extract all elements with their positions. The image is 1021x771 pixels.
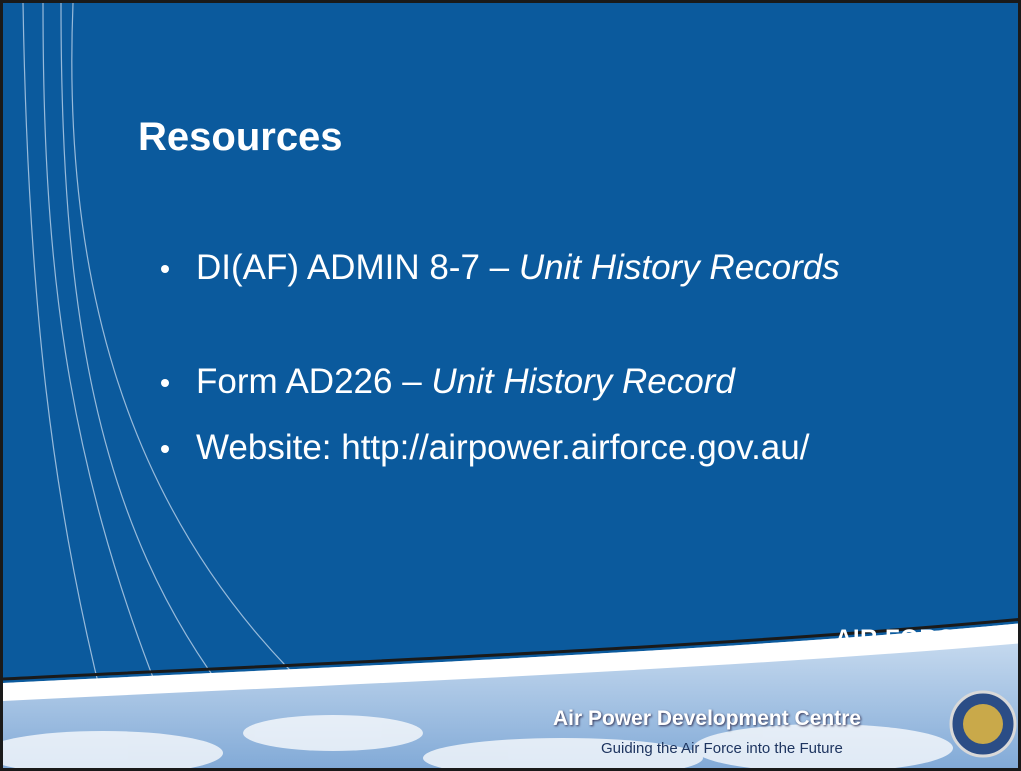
footer-name: Air Power Development Centre xyxy=(553,707,861,731)
bullet: Website: http://airpower.airforce.gov.au… xyxy=(196,425,996,471)
footer-tagline: Guiding the Air Force into the Future xyxy=(601,740,843,757)
bullet-text: DI(AF) ADMIN 8-7 – xyxy=(196,248,519,287)
bullet: DI(AF) ADMIN 8-7 – Unit History Records xyxy=(196,245,846,291)
bullet-italic: Unit History Record xyxy=(431,362,734,401)
logo-text: AIR FORCE xyxy=(835,625,972,653)
bullet: Form AD226 – Unit History Record xyxy=(196,359,976,405)
bullet-text: Form AD226 – xyxy=(196,362,431,401)
slide-title: Resources xyxy=(138,115,343,160)
slide: Resources DI(AF) ADMIN 8-7 – Unit Histor… xyxy=(0,0,1021,771)
bullet-italic: Unit History Records xyxy=(519,248,840,287)
bullet-text: Website: http://airpower.airforce.gov.au… xyxy=(196,428,809,467)
